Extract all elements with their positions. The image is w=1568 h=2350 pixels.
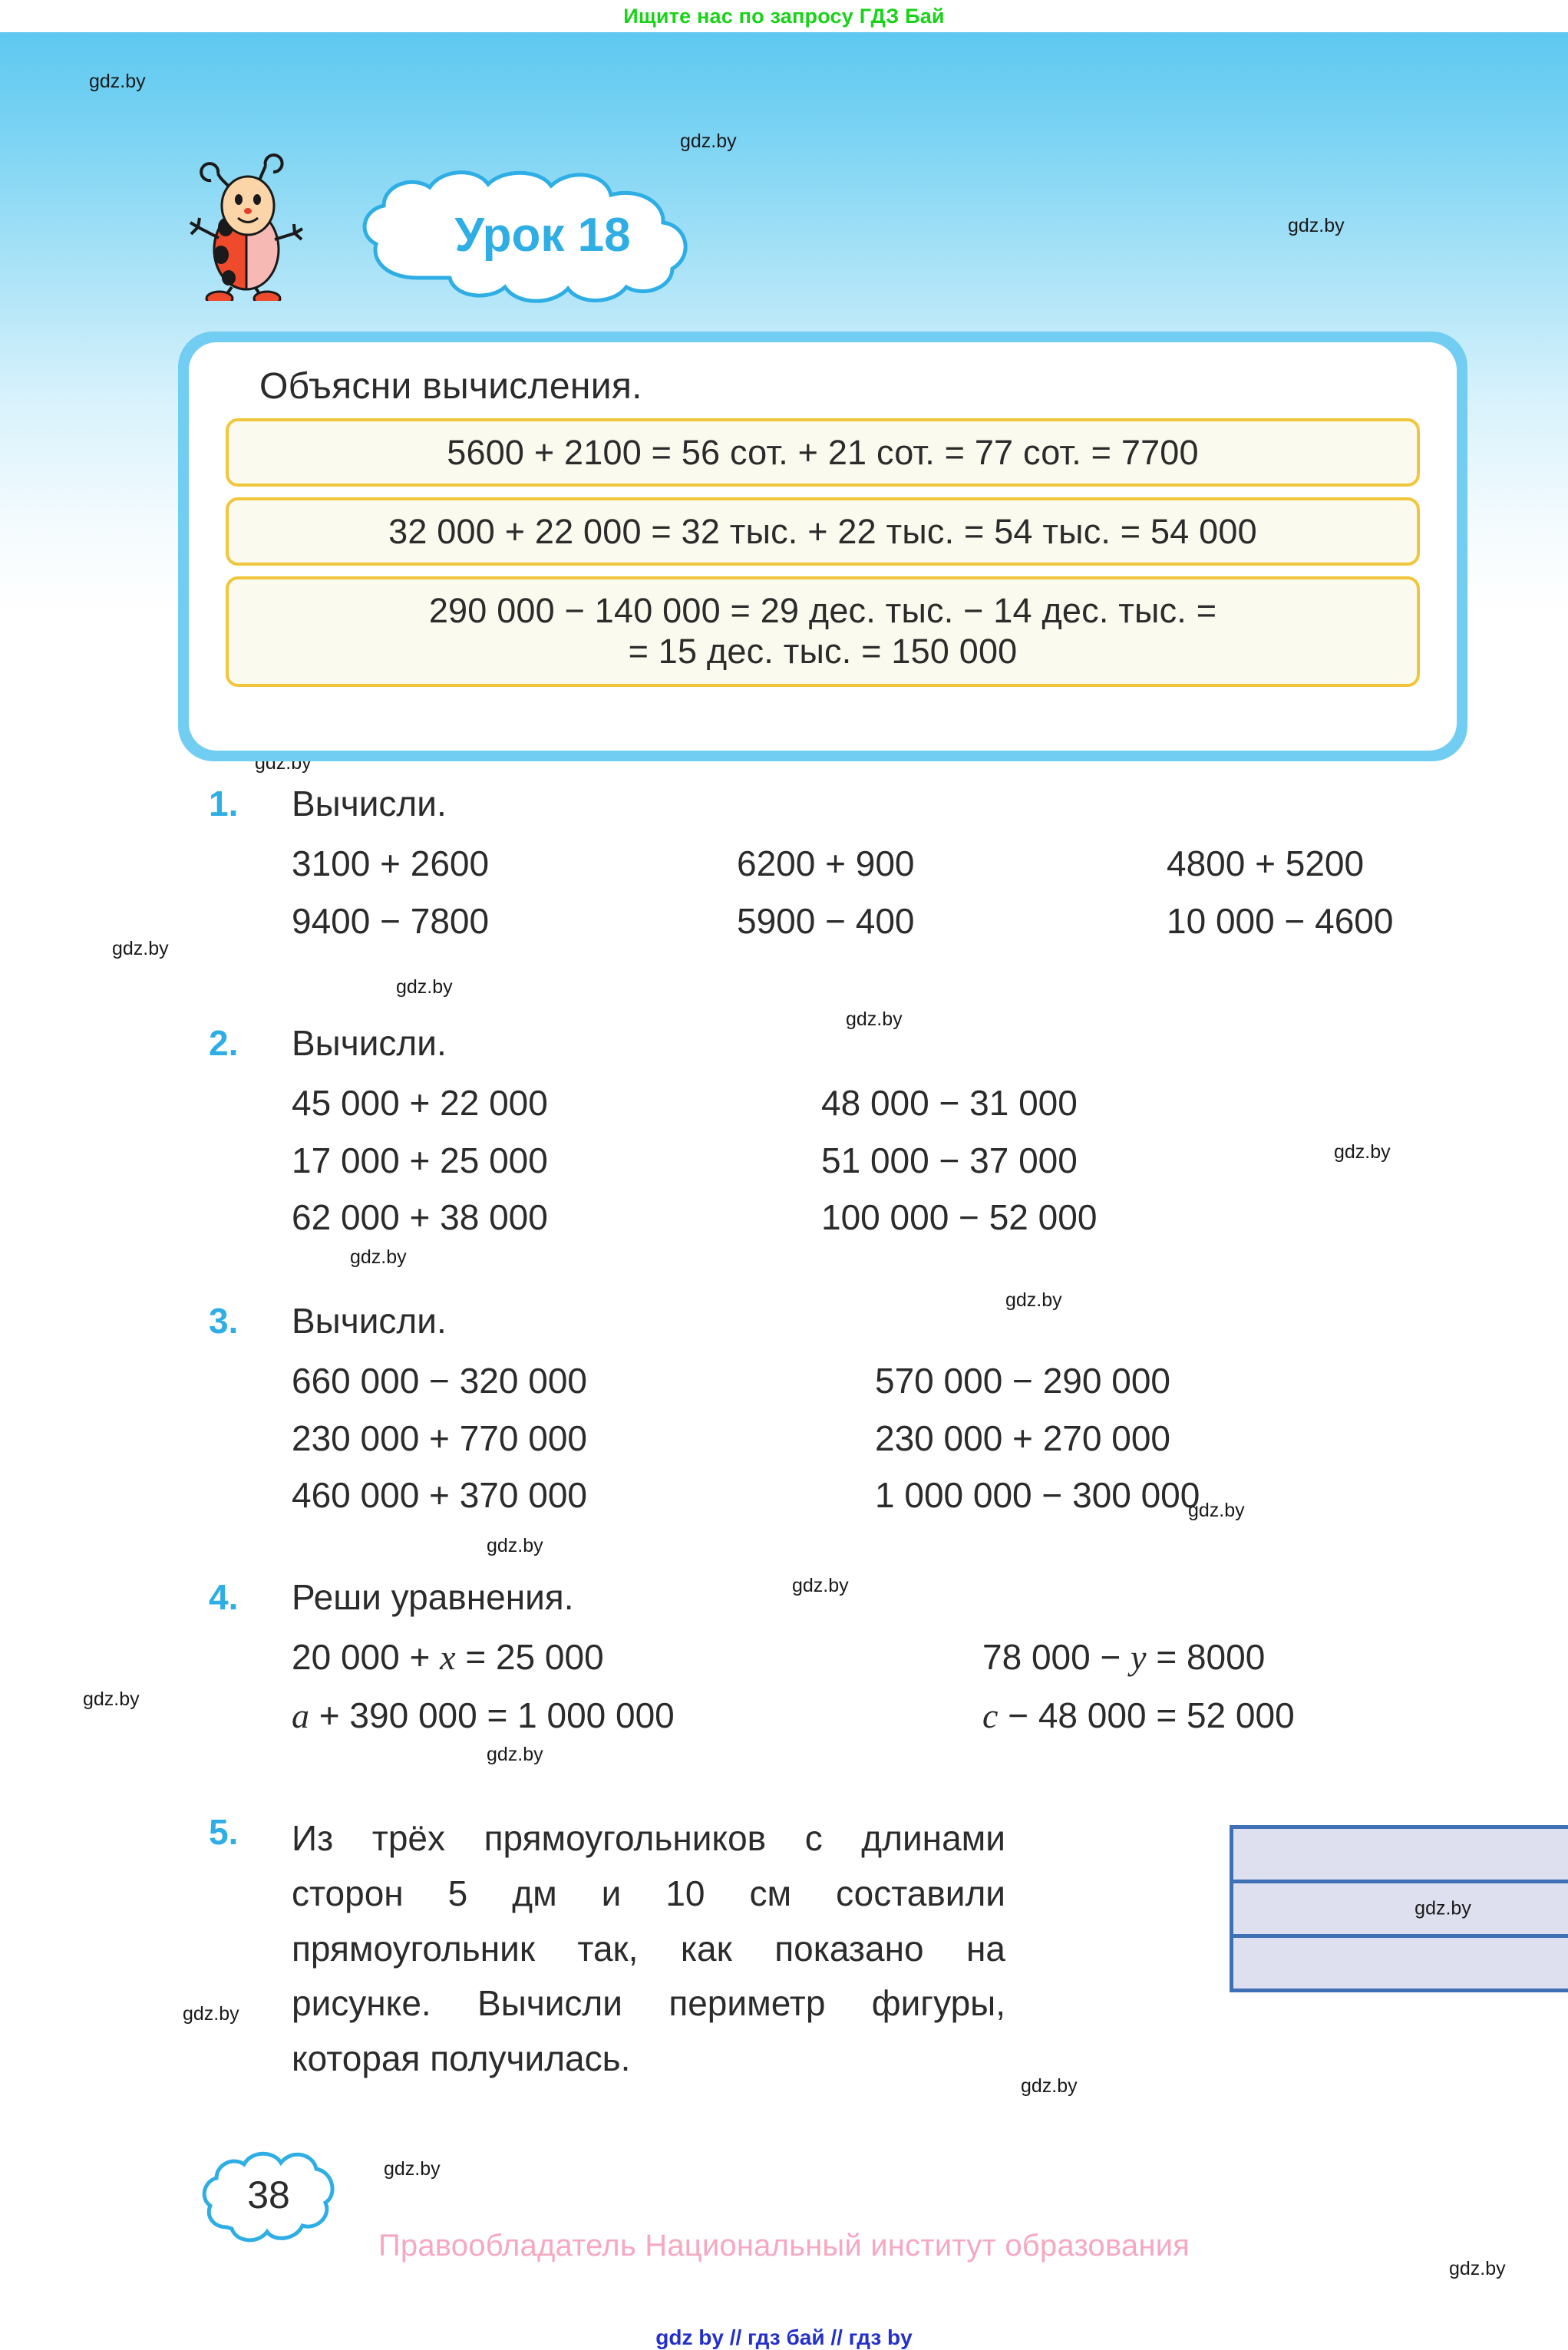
- equation-suffix: = 25 000: [455, 1637, 604, 1677]
- variable-a: a: [292, 1695, 309, 1735]
- math-expression: 1 000 000 − 300 000: [875, 1475, 1200, 1516]
- watermark: gdz.by: [183, 2003, 239, 2025]
- watermark: gdz.by: [83, 1688, 140, 1710]
- exercise-row: 45 000 + 22 000 48 000 − 31 000: [292, 1074, 1097, 1132]
- exercise-number: 4.: [209, 1577, 239, 1617]
- variable-x: x: [440, 1638, 456, 1677]
- equation-with-variable: c − 48 000 = 52 000: [982, 1687, 1295, 1745]
- equation-prefix: 20 000 +: [292, 1637, 441, 1677]
- math-expression: 9400 − 7800: [292, 900, 490, 941]
- bottom-links[interactable]: gdz by // гдз бай // гдз by: [655, 2325, 913, 2349]
- math-expression: 6200 + 900: [737, 843, 915, 883]
- textbook-page: gdz.by gdz.by gdz.by gdz.by gdz.by gdz.b…: [0, 32, 1568, 2349]
- math-expression: 100 000 − 52 000: [821, 1197, 1098, 1238]
- exercise-row: 3100 + 2600 6200 + 900 4800 + 5200: [292, 835, 1393, 893]
- equation-with-variable: 78 000 − y = 8000: [982, 1629, 1265, 1687]
- watermark: gdz.by: [89, 71, 146, 92]
- watermark: gdz.by: [487, 1535, 543, 1556]
- ladybug-icon: [175, 147, 321, 307]
- three-stacked-rectangles: gdz.by: [1230, 1825, 1568, 1992]
- exercise-row: 230 000 + 770 000 230 000 + 270 000: [292, 1410, 1200, 1467]
- page-number-cloud: 38: [201, 2144, 336, 2252]
- watermark: gdz.by: [350, 1246, 407, 1268]
- rectangle-middle: gdz.by: [1230, 1880, 1568, 1938]
- equation-line: 32 000 + 22 000 = 32 тыс. + 22 тыс. = 54…: [388, 512, 1257, 552]
- watermark: gdz.by: [792, 1575, 849, 1596]
- explain-panel: Объясни вычисления. 5600 + 2100 = 56 сот…: [178, 332, 1467, 761]
- watermark: gdz.by: [487, 1744, 543, 1765]
- promo-banner: Ищите нас по запросу ГДЗ Бай: [0, 0, 1568, 32]
- exercise-number: 2.: [209, 1023, 239, 1063]
- equation-line: 5600 + 2100 = 56 сот. + 21 сот. = 77 сот…: [447, 433, 1199, 472]
- explain-panel-inner: Объясни вычисления. 5600 + 2100 = 56 сот…: [189, 342, 1457, 751]
- rectangle-bottom: [1230, 1934, 1568, 1992]
- watermark: gdz.by: [396, 976, 453, 998]
- equation-suffix: − 48 000 = 52 000: [998, 1695, 1295, 1735]
- exercise-rows: 3100 + 2600 6200 + 900 4800 + 5200 9400 …: [292, 835, 1393, 949]
- math-expression: 48 000 − 31 000: [821, 1083, 1078, 1123]
- exercise-title: Реши уравнения.: [292, 1577, 574, 1617]
- equation-line: 290 000 − 140 000 = 29 дес. тыс. − 14 де…: [428, 591, 1217, 631]
- math-expression: 10 000 − 4600: [1167, 900, 1394, 941]
- math-expression: 3100 + 2600: [292, 843, 490, 883]
- math-expression: 17 000 + 25 000: [292, 1140, 548, 1180]
- math-expression: 570 000 − 290 000: [875, 1361, 1170, 1401]
- equation-box: 5600 + 2100 = 56 сот. + 21 сот. = 77 сот…: [226, 418, 1420, 487]
- page-number-text: 38: [247, 2173, 290, 2216]
- math-expression: 230 000 + 770 000: [292, 1418, 587, 1458]
- exercise-number: 3.: [209, 1301, 239, 1341]
- exercise-body-text: Из трёх прямоугольников с длинами сторон…: [292, 1818, 1005, 2078]
- exercise-row: 460 000 + 370 000 1 000 000 − 300 000: [292, 1467, 1200, 1524]
- promo-banner-text: Ищите нас по запросу ГДЗ Бай: [623, 4, 945, 28]
- math-expression: 62 000 + 38 000: [292, 1197, 548, 1238]
- watermark: gdz.by: [112, 938, 169, 959]
- exercise-title: Вычисли.: [292, 784, 447, 823]
- exercise-row: 9400 − 7800 5900 − 400 10 000 − 4600: [292, 893, 1393, 950]
- equation-suffix: + 390 000 = 1 000 000: [309, 1695, 675, 1735]
- lesson-title-cloud: Урок 18: [347, 170, 738, 305]
- equation-prefix: 78 000 −: [982, 1637, 1131, 1677]
- exercise-row: 20 000 + x = 25 000 78 000 − y = 8000: [292, 1629, 1295, 1687]
- exercise-title: Вычисли.: [292, 1023, 447, 1063]
- watermark: gdz.by: [1021, 2075, 1078, 2097]
- exercise-number: 5.: [209, 1812, 239, 1852]
- exercise-rows: 660 000 − 320 000 570 000 − 290 000 230 …: [292, 1352, 1200, 1524]
- explain-heading: Объясни вычисления.: [259, 366, 642, 407]
- equation-box: 290 000 − 140 000 = 29 дес. тыс. − 14 де…: [226, 576, 1420, 688]
- equation-box: 32 000 + 22 000 = 32 тыс. + 22 тыс. = 54…: [226, 497, 1420, 566]
- math-expression: 45 000 + 22 000: [292, 1083, 548, 1123]
- cloud-shape-icon: [202, 2151, 335, 2243]
- exercise-row: a + 390 000 = 1 000 000 c − 48 000 = 52 …: [292, 1687, 1295, 1745]
- equation-with-variable: a + 390 000 = 1 000 000: [292, 1687, 982, 1745]
- watermark: gdz.by: [1288, 215, 1345, 236]
- cloud-shape-icon: [362, 170, 688, 303]
- rectangle-top: [1230, 1825, 1568, 1883]
- exercise-row: 17 000 + 25 000 51 000 − 37 000: [292, 1132, 1097, 1190]
- exercise-rows: 20 000 + x = 25 000 78 000 − y = 8000 a …: [292, 1629, 1295, 1744]
- math-expression: 5900 − 400: [737, 900, 915, 941]
- variable-y: y: [1131, 1638, 1147, 1677]
- watermark: gdz.by: [1334, 1141, 1391, 1163]
- exercise-number: 1.: [209, 784, 239, 823]
- watermark: gdz.by: [1415, 1897, 1471, 1919]
- equation-line: = 15 дес. тыс. = 150 000: [628, 632, 1018, 672]
- equation-suffix: = 8000: [1146, 1637, 1266, 1677]
- copyright-notice: Правообладатель Национальный институт об…: [378, 2229, 1190, 2263]
- exercise-rows: 45 000 + 22 000 48 000 − 31 000 17 000 +…: [292, 1074, 1097, 1246]
- equation-with-variable: 20 000 + x = 25 000: [292, 1629, 982, 1687]
- variable-c: c: [982, 1695, 999, 1735]
- exercise-row: 62 000 + 38 000 100 000 − 52 000: [292, 1189, 1097, 1246]
- exercise-title: Вычисли.: [292, 1301, 447, 1341]
- math-expression: 660 000 − 320 000: [292, 1361, 587, 1401]
- math-expression: 460 000 + 370 000: [292, 1475, 587, 1516]
- math-expression: 51 000 − 37 000: [821, 1140, 1078, 1180]
- lesson-title-text: Урок 18: [454, 209, 631, 262]
- math-expression: 4800 + 5200: [1167, 843, 1365, 883]
- exercise-row: 660 000 − 320 000 570 000 − 290 000: [292, 1352, 1200, 1410]
- watermark: gdz.by: [846, 1008, 903, 1030]
- watermark: gdz.by: [1005, 1289, 1062, 1311]
- watermark: gdz.by: [680, 130, 737, 152]
- math-expression: 230 000 + 270 000: [875, 1418, 1170, 1458]
- watermark: gdz.by: [384, 2158, 441, 2180]
